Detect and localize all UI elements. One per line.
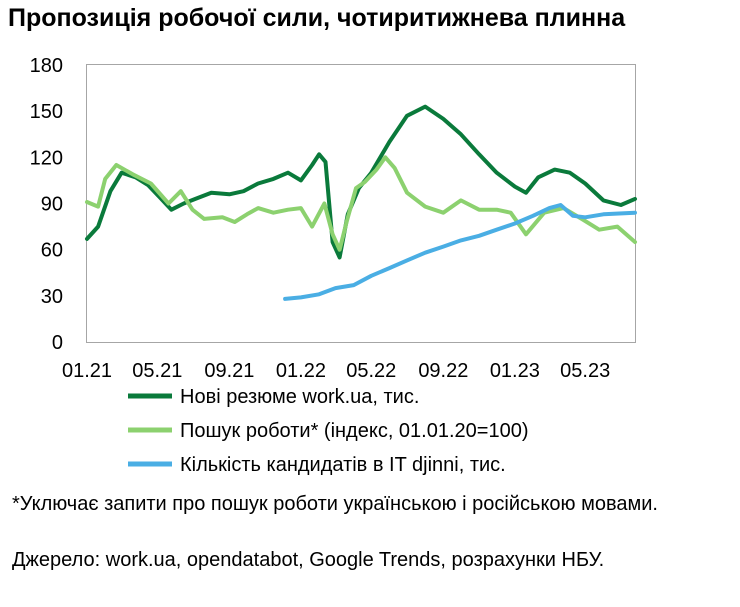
x-tick-label: 09.21	[204, 360, 254, 382]
x-tick-label: 05.22	[346, 360, 396, 382]
y-axis: 0 30 60 90 120 150 180	[30, 55, 63, 354]
series-line-1	[85, 104, 637, 260]
y-tick-label: 90	[41, 194, 63, 216]
x-tick-label: 01.21	[62, 360, 112, 382]
x-tick-label: 05.23	[560, 360, 610, 382]
y-tick-label: 180	[30, 55, 63, 77]
line-chart: 0 30 60 90 120 150 180 01.21 05.21 09.21 01.22 05.…	[30, 55, 637, 476]
x-tick-label: 05.21	[132, 360, 182, 382]
legend-label-1: Нові резюме work.ua, тис.	[180, 386, 419, 408]
x-axis: 01.21 05.21 09.21 01.22 05.22 09.22 01.23 05.23	[62, 360, 610, 382]
y-tick-label: 30	[41, 286, 63, 308]
x-tick-label: 01.23	[490, 360, 540, 382]
source-note: Джерело: work.ua, opendatabot, Google Tr…	[12, 549, 605, 571]
y-tick-label: 150	[30, 101, 63, 123]
legend-label-2: Пошук роботи* (індекс, 01.01.20=100)	[180, 420, 529, 442]
x-tick-label: 01.22	[276, 360, 326, 382]
y-tick-label: 120	[30, 147, 63, 169]
footnote: *Уключає запити про пошук роботи українс…	[12, 493, 658, 515]
series-layer	[85, 104, 637, 301]
legend: Нові резюме work.ua, тис. Пошук роботи* (…	[128, 386, 529, 476]
y-tick-label: 0	[52, 332, 63, 354]
legend-label-3: Кількість кандидатів в IT djinni, тис.	[180, 454, 506, 476]
y-tick-label: 60	[41, 240, 63, 262]
chart-title: Пропозиція робочої сили, чотиритижнева п…	[8, 4, 626, 32]
x-tick-label: 09.22	[418, 360, 468, 382]
series-line-2	[85, 155, 637, 252]
series-line-3	[283, 203, 637, 301]
